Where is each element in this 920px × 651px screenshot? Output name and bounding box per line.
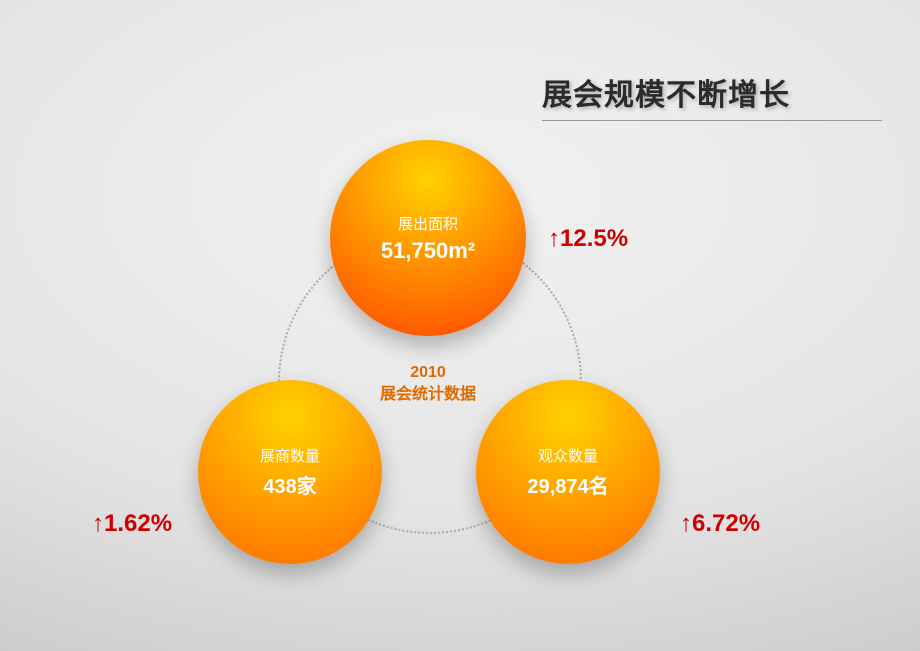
metric-label: 观众数量	[538, 445, 598, 466]
metric-value: 29,874名	[527, 470, 608, 499]
metric-label: 展商数量	[260, 445, 320, 466]
growth-badge-visitors: ↑6.72%	[680, 510, 760, 538]
growth-value: 1.62%	[104, 510, 172, 537]
center-label: 展会统计数据	[348, 384, 508, 406]
slide: { "canvas": { "width": 920, "height": 65…	[0, 0, 920, 651]
metric-value: 438家	[263, 470, 316, 499]
center-caption: 2010 展会统计数据	[348, 362, 508, 405]
growth-value: 6.72%	[692, 510, 760, 537]
growth-badge-exhibitors: ↑1.62%	[92, 510, 172, 538]
center-year: 2010	[348, 362, 508, 384]
metric-value: 51,750m²	[381, 238, 475, 264]
metric-circle-area: 展出面积 51,750m²	[330, 140, 526, 336]
slide-title: 展会规模不断增长	[542, 70, 882, 121]
metric-label: 展出面积	[398, 213, 458, 234]
arrow-up-icon: ↑	[548, 225, 560, 252]
arrow-up-icon: ↑	[680, 510, 692, 537]
arrow-up-icon: ↑	[92, 510, 104, 537]
metric-circle-exhibitors: 展商数量 438家	[198, 380, 382, 564]
metric-circle-visitors: 观众数量 29,874名	[476, 380, 660, 564]
growth-value: 12.5%	[560, 225, 628, 252]
growth-badge-area: ↑12.5%	[548, 225, 628, 253]
